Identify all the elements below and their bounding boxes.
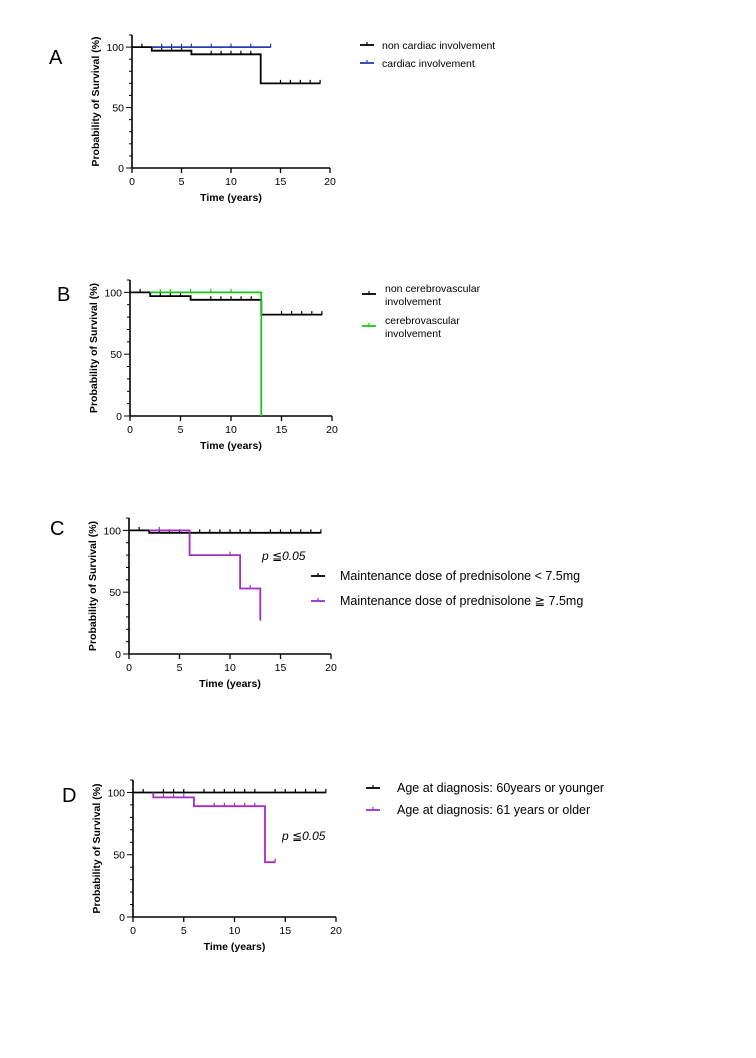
x-tick-label: 20 xyxy=(330,925,342,937)
y-tick-label: 50 xyxy=(112,103,124,115)
y-tick-label: 100 xyxy=(103,525,121,537)
x-tick-label: 5 xyxy=(177,662,183,674)
y-axis-title: Probability of Survival (%) xyxy=(88,283,100,413)
x-axis-title: Time (years) xyxy=(204,941,266,953)
y-tick-label: 100 xyxy=(107,787,125,799)
legend-label: Age at diagnosis: 61 years or older xyxy=(397,803,590,817)
p-value-annotation: p ≦0.05 xyxy=(261,549,306,563)
y-tick-label: 50 xyxy=(113,850,125,862)
y-tick-label: 100 xyxy=(104,287,122,299)
x-tick-label: 10 xyxy=(224,662,236,674)
x-tick-label: 10 xyxy=(225,176,237,188)
legend-label: non cerebrovascular involvement xyxy=(385,283,481,308)
x-tick-label: 20 xyxy=(325,662,337,674)
y-tick-label: 0 xyxy=(118,163,124,175)
panel-letter: D xyxy=(62,785,76,807)
panel-letter: A xyxy=(49,47,63,69)
panel-a: A 0 5 10 15 20 0 50 100 Time (years) Probability o… xyxy=(49,34,495,204)
x-tick-label: 15 xyxy=(275,662,287,674)
panel-letter: B xyxy=(57,284,70,306)
y-tick-label: 100 xyxy=(106,42,124,54)
survival-curve-1 xyxy=(130,291,322,316)
y-axis-title: Probability of Survival (%) xyxy=(91,783,103,913)
y-tick-label: 0 xyxy=(115,649,121,661)
y-tick-label: 0 xyxy=(116,411,122,423)
x-axis-title: Time (years) xyxy=(200,440,262,452)
x-tick-label: 0 xyxy=(130,925,136,937)
x-tick-label: 10 xyxy=(225,424,237,436)
x-tick-label: 0 xyxy=(127,424,133,436)
y-tick-label: 0 xyxy=(119,912,125,924)
legend-label: Maintenance dose of prednisolone ≧ 7.5mg xyxy=(340,594,583,608)
x-tick-label: 0 xyxy=(129,176,135,188)
legend-label: Age at diagnosis: 60years or younger xyxy=(397,781,604,795)
x-tick-label: 0 xyxy=(126,662,132,674)
legend-label: cardiac involvement xyxy=(382,58,475,70)
x-tick-label: 10 xyxy=(229,925,241,937)
x-tick-label: 5 xyxy=(178,424,184,436)
survival-curve-2 xyxy=(152,792,276,864)
y-axis-title: Probability of Survival (%) xyxy=(90,36,102,166)
y-axis-title: Probability of Survival (%) xyxy=(87,521,99,651)
y-tick-label: 50 xyxy=(109,587,121,599)
x-tick-label: 15 xyxy=(276,424,288,436)
survival-curve-2 xyxy=(150,291,263,416)
x-tick-label: 5 xyxy=(181,925,187,937)
y-tick-label: 50 xyxy=(110,349,122,361)
survival-curve-2 xyxy=(149,529,262,621)
panel-c: C 0 5 10 15 20 0 50 100 Time (years) Probability o… xyxy=(50,517,583,690)
x-tick-label: 20 xyxy=(326,424,338,436)
x-tick-label: 5 xyxy=(179,176,185,188)
x-tick-label: 15 xyxy=(279,925,291,937)
p-value-annotation: p ≦0.05 xyxy=(281,829,326,843)
legend-label: non cardiac involvement xyxy=(382,40,495,52)
legend-label: Maintenance dose of prednisolone < 7.5mg xyxy=(340,569,580,583)
survival-curve-1 xyxy=(132,46,321,85)
x-tick-label: 20 xyxy=(324,176,336,188)
panel-letter: C xyxy=(50,518,64,540)
x-tick-label: 15 xyxy=(275,176,287,188)
x-axis-title: Time (years) xyxy=(200,192,262,204)
x-axis-title: Time (years) xyxy=(199,678,261,690)
panel-b: B 0 5 10 15 20 0 50 100 Time (years) Probability o… xyxy=(57,279,481,452)
legend-label: cerebrovascular involvement xyxy=(385,315,460,340)
panel-d: D 0 5 10 15 20 0 50 100 Time (years) Probability o… xyxy=(62,779,604,953)
